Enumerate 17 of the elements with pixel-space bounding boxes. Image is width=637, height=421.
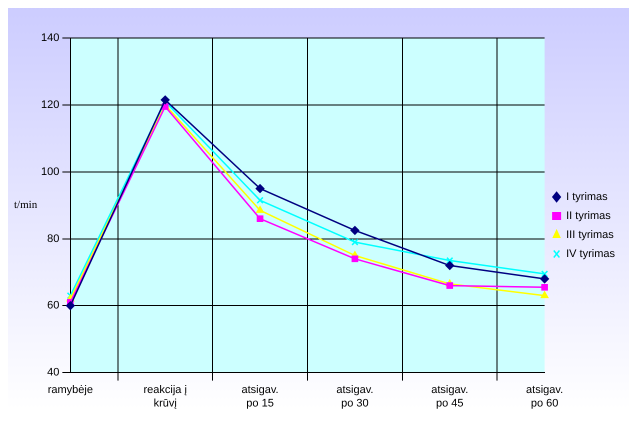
x-tick-label: reakcija į krūvį	[144, 384, 188, 410]
x-tick-label: atsigav. po 30	[336, 384, 374, 410]
y-axis-title: t/min	[14, 199, 38, 212]
y-tick-label: 120	[40, 98, 60, 111]
x-tick-label: atsigav. po 15	[242, 384, 279, 410]
legend-label: II tyrimas	[566, 210, 612, 222]
x-tick-label: atsigav. po 45	[431, 384, 468, 410]
y-tick-label: 40	[47, 366, 60, 379]
y-tick-label: 80	[47, 232, 60, 245]
x-tick-label: atsigav. po 60	[526, 384, 564, 410]
legend-label: IV tyrimas	[566, 248, 616, 260]
y-tick-label: 100	[40, 166, 60, 178]
y-tick-label: 140	[40, 32, 60, 44]
x-tick-label: ramybėje	[48, 384, 93, 396]
legend-label: III tyrimas	[566, 229, 614, 242]
y-tick-label: 60	[47, 300, 60, 312]
legend-label: I tyrimas	[566, 191, 608, 204]
